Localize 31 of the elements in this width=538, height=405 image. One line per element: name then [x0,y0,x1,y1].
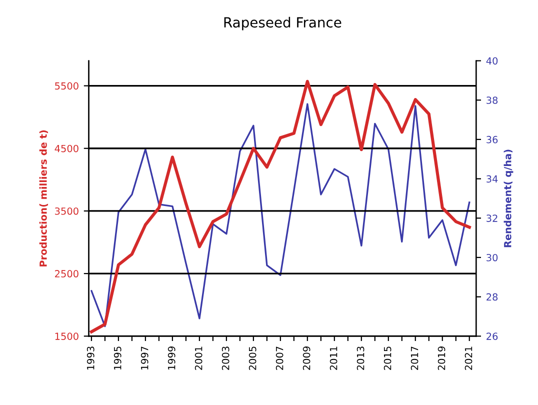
y2-tick-label: 38 [486,96,498,104]
x-tick-label: 2001 [194,346,202,370]
x-tick-label: 2005 [248,346,256,370]
y2-tick-label: 36 [486,136,498,144]
x-tick-label: 2017 [410,346,418,370]
x-tick-label: 2015 [384,346,392,370]
y2-tick-label: 26 [486,332,498,340]
x-tick-label: 1995 [114,346,122,370]
y-tick-label: 3500 [55,207,78,215]
x-tick-label: 2007 [276,346,284,370]
x-tick-label: 2003 [222,346,230,370]
x-tick-label: 2019 [438,346,446,370]
y-tick-label: 2500 [55,270,78,278]
chart-title: Rapeseed France [224,16,342,30]
y2-tick-label: 34 [486,175,498,183]
x-tick-label: 1999 [168,346,176,370]
y-axis-title: Production( milliers de t) [39,130,48,266]
x-tick-label: 2011 [330,346,338,370]
y2-tick-label: 30 [486,254,498,262]
x-tick-label: 2009 [302,346,310,370]
x-tick-label: 1997 [140,346,148,370]
x-tick-label: 2013 [356,346,364,370]
y-tick-label: 5500 [55,82,78,90]
x-tick-label: 2021 [464,346,472,370]
y2-tick-label: 40 [486,57,498,65]
y-tick-label: 1500 [55,332,78,340]
y2-tick-label: 28 [486,293,498,301]
y2-axis-title: Rendement( q/ha) [504,150,514,248]
x-tick-label: 1993 [86,346,94,370]
y-tick-label: 4500 [54,144,78,152]
y2-tick-label: 32 [486,214,498,222]
